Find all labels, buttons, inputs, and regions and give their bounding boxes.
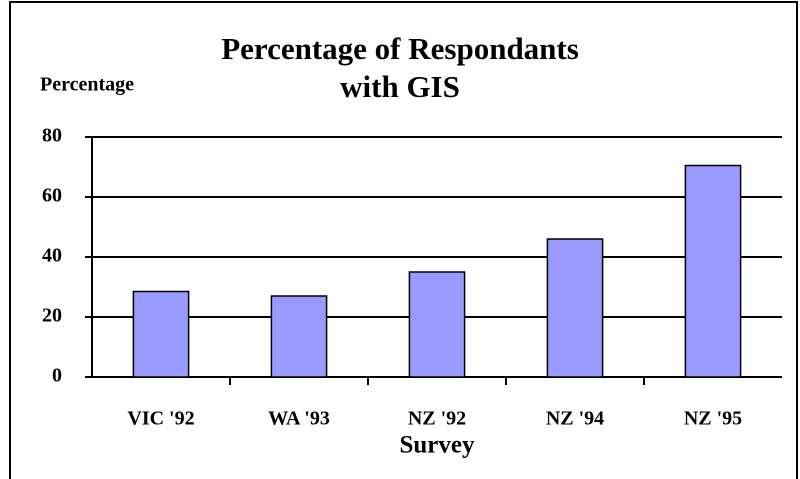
x-tick-label: WA '93 xyxy=(268,408,330,430)
y-tick-label: 60 xyxy=(42,185,62,207)
bar xyxy=(270,295,328,378)
x-tick-label: NZ '92 xyxy=(408,408,466,430)
y-axis-label: Percentage xyxy=(40,74,134,96)
y-tick-label: 40 xyxy=(42,245,62,267)
y-tick-label: 80 xyxy=(42,125,62,147)
frame xyxy=(9,1,798,479)
bar xyxy=(684,164,742,378)
bar xyxy=(408,271,466,378)
x-tick-label: VIC '92 xyxy=(127,408,194,430)
x-tick-label: NZ '95 xyxy=(684,408,742,430)
y-tick-label: 20 xyxy=(42,305,62,327)
y-tick-label: 0 xyxy=(52,365,62,387)
chart-title: Percentage of Respondants with GIS xyxy=(221,31,579,104)
x-axis-label: Survey xyxy=(400,432,476,459)
x-tick-label: NZ '94 xyxy=(546,408,604,430)
bar xyxy=(546,238,604,378)
bar xyxy=(132,290,190,378)
